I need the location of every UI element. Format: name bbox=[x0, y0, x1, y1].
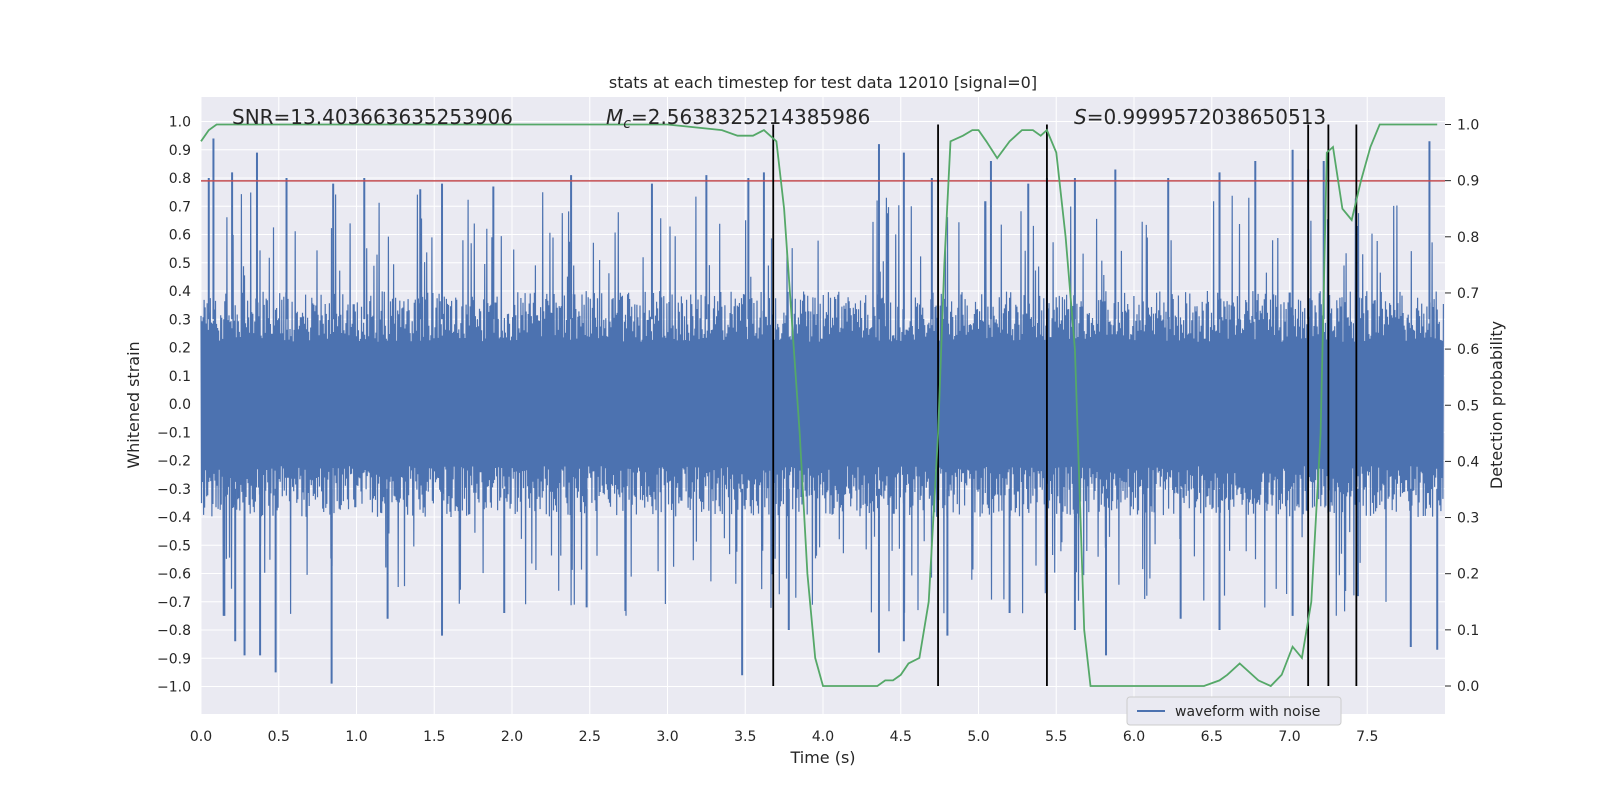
y-tick-label: −0.8 bbox=[157, 623, 191, 639]
y2-tick-label: 0.9 bbox=[1457, 174, 1479, 190]
y2-tick-label: 0.6 bbox=[1457, 342, 1479, 358]
y-tick-label: −0.2 bbox=[157, 454, 191, 470]
y-tick-label: −0.3 bbox=[157, 482, 191, 498]
x-tick-label: 3.5 bbox=[734, 729, 756, 745]
y-tick-label: 0.2 bbox=[169, 341, 191, 357]
waveform-line bbox=[200, 192, 1444, 616]
x-tick-label: 4.0 bbox=[812, 729, 834, 745]
chart-title: stats at each timestep for test data 120… bbox=[609, 73, 1037, 92]
x-tick-label: 6.5 bbox=[1201, 729, 1223, 745]
y-tick-label: 0.9 bbox=[169, 143, 191, 159]
y2-tick-label: 0.2 bbox=[1457, 567, 1479, 583]
x-tick-label: 7.5 bbox=[1356, 729, 1378, 745]
y2-tick-label: 0.3 bbox=[1457, 511, 1479, 527]
y-tick-label: 0.1 bbox=[169, 369, 191, 385]
x-tick-label: 3.0 bbox=[656, 729, 678, 745]
x-tick-label: 0.0 bbox=[190, 729, 212, 745]
detection-probability-series bbox=[200, 123, 1438, 688]
probability-line bbox=[200, 123, 1438, 688]
y-tick-label: −0.9 bbox=[157, 651, 191, 667]
y-tick-label: 0.8 bbox=[169, 171, 191, 187]
y2-tick-label: 0.8 bbox=[1457, 230, 1479, 246]
legend: waveform with noise bbox=[1126, 696, 1342, 726]
y-tick-label: 0.6 bbox=[169, 228, 191, 244]
y2-tick-label: 0.4 bbox=[1457, 454, 1479, 470]
y-tick-label: −0.1 bbox=[157, 425, 191, 441]
x-tick-label: 1.5 bbox=[423, 729, 445, 745]
y-tick-label: 0.5 bbox=[169, 256, 191, 272]
y-tick-label: −0.4 bbox=[157, 510, 191, 526]
x-tick-label: 0.5 bbox=[268, 729, 290, 745]
x-tick-label: 6.0 bbox=[1123, 729, 1145, 745]
y-axis-label: Whitened strain bbox=[124, 341, 143, 468]
x-tick-label: 7.0 bbox=[1278, 729, 1300, 745]
x-tick-label: 2.0 bbox=[501, 729, 523, 745]
x-tick-label: 1.0 bbox=[345, 729, 367, 745]
y2-tick-label: 0.7 bbox=[1457, 286, 1479, 302]
x-axis-label: Time (s) bbox=[789, 748, 855, 767]
y2-tick-label: 1.0 bbox=[1457, 118, 1479, 134]
y2-tick-label: 0.5 bbox=[1457, 398, 1479, 414]
y-tick-label: 1.0 bbox=[169, 115, 191, 131]
legend-box bbox=[1126, 696, 1342, 726]
y-tick-label: −0.6 bbox=[157, 567, 191, 583]
mc-annotation: Mc=2.5638325214385986 bbox=[606, 105, 870, 132]
s-annotation: S=0.9999572038650513 bbox=[1074, 105, 1326, 129]
vertical-lines bbox=[772, 124, 1358, 686]
y2-tick-label: 0.1 bbox=[1457, 623, 1479, 639]
legend-label: waveform with noise bbox=[1175, 704, 1320, 720]
snr-annotation: SNR=13.403663635253906 bbox=[232, 105, 513, 129]
y-tick-label: 0.0 bbox=[169, 397, 191, 413]
x-tick-label: 2.5 bbox=[579, 729, 601, 745]
y-axis-ticks: 1.0 0.9 0.8 0.7 0.6 0.5 0.4 0.3 0.2 0.1 0.0 −0.1 −0.… bbox=[157, 115, 191, 696]
x-tick-label: 5.5 bbox=[1045, 729, 1067, 745]
y-tick-label: 0.4 bbox=[169, 284, 191, 300]
y-tick-label: −0.7 bbox=[157, 595, 191, 611]
y2-axis-ticks: 1.0 0.9 0.8 0.7 0.6 0.5 0.4 0.3 0.2 0.1 0.0 bbox=[1445, 118, 1479, 695]
y-tick-label: 0.7 bbox=[169, 199, 191, 215]
y-tick-label: −0.5 bbox=[157, 538, 191, 554]
y-tick-label: −1.0 bbox=[157, 680, 191, 696]
y2-axis-label: Detection probability bbox=[1487, 321, 1506, 489]
y2-tick-label: 0.0 bbox=[1457, 679, 1479, 695]
x-tick-label: 4.5 bbox=[890, 729, 912, 745]
x-tick-label: 5.0 bbox=[967, 729, 989, 745]
y-tick-label: 0.3 bbox=[169, 312, 191, 328]
x-axis-ticks: 0.0 0.5 1.0 1.5 2.0 2.5 3.0 3.5 4.0 4.5 5.0 5.5 6.0 6… bbox=[190, 729, 1379, 745]
